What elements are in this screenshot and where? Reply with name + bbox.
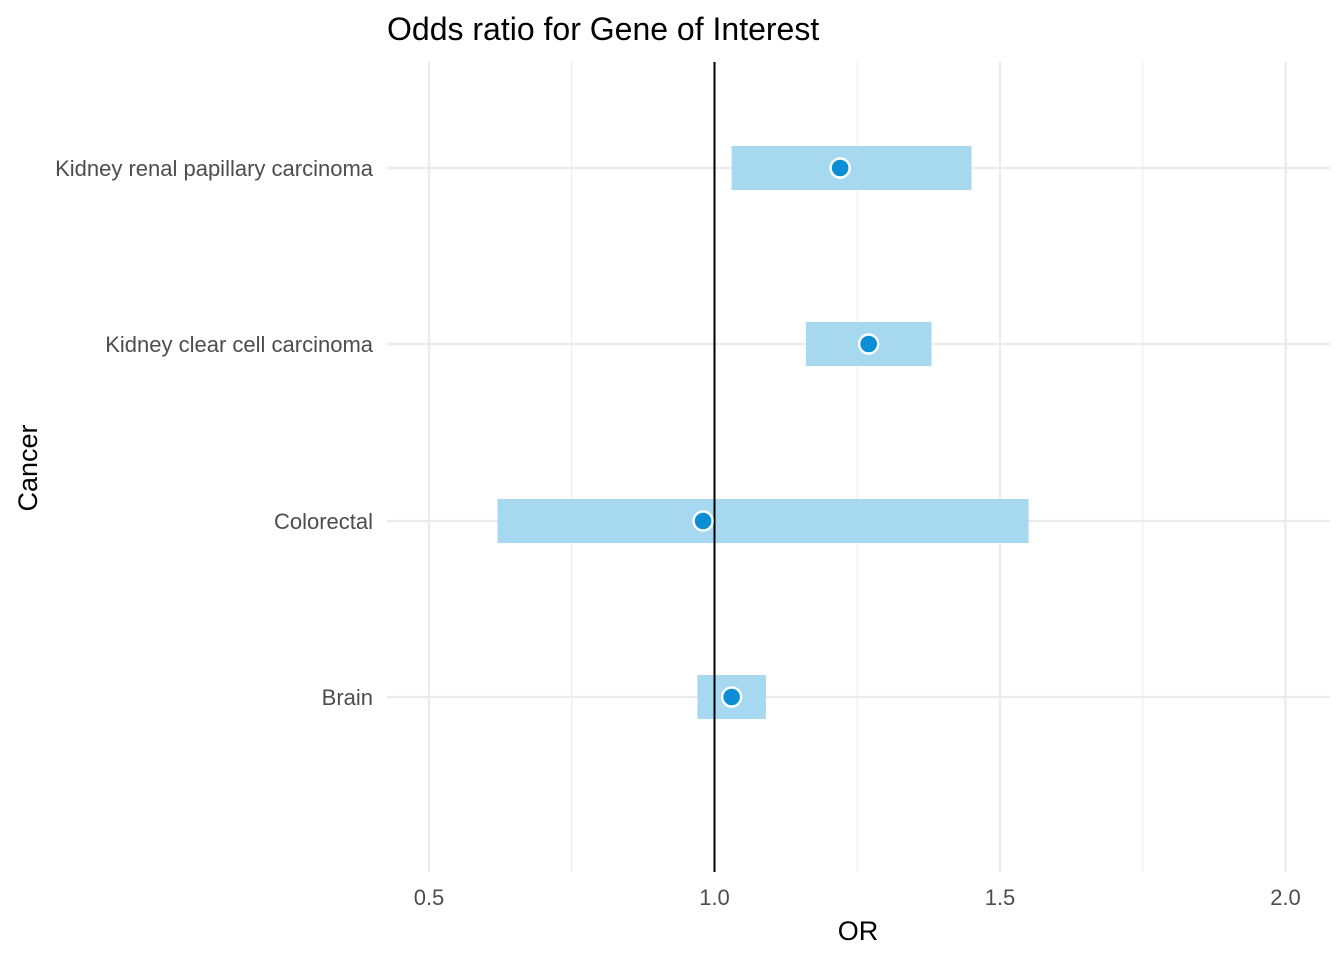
ci-bar [732,146,972,190]
x-tick-label: 1.0 [699,885,730,910]
point-estimate [831,159,850,178]
x-tick-label: 0.5 [414,885,445,910]
x-tick-label: 2.0 [1270,885,1301,910]
y-tick-label: Kidney renal papillary carcinoma [55,156,374,181]
point-estimate [722,688,741,707]
ci-bars-layer [498,146,1029,719]
y-tick-label: Colorectal [274,509,373,534]
chart-title: Odds ratio for Gene of Interest [387,11,819,47]
point-estimate [859,335,878,354]
point-estimate [694,512,713,531]
points-layer [694,159,879,707]
y-axis-title: Cancer [13,424,43,511]
x-tick-label: 1.5 [985,885,1016,910]
ci-bar [498,499,1029,543]
y-tick-label: Kidney clear cell carcinoma [105,332,374,357]
y-tick-label: Brain [322,685,373,710]
x-axis-title: OR [838,916,879,946]
